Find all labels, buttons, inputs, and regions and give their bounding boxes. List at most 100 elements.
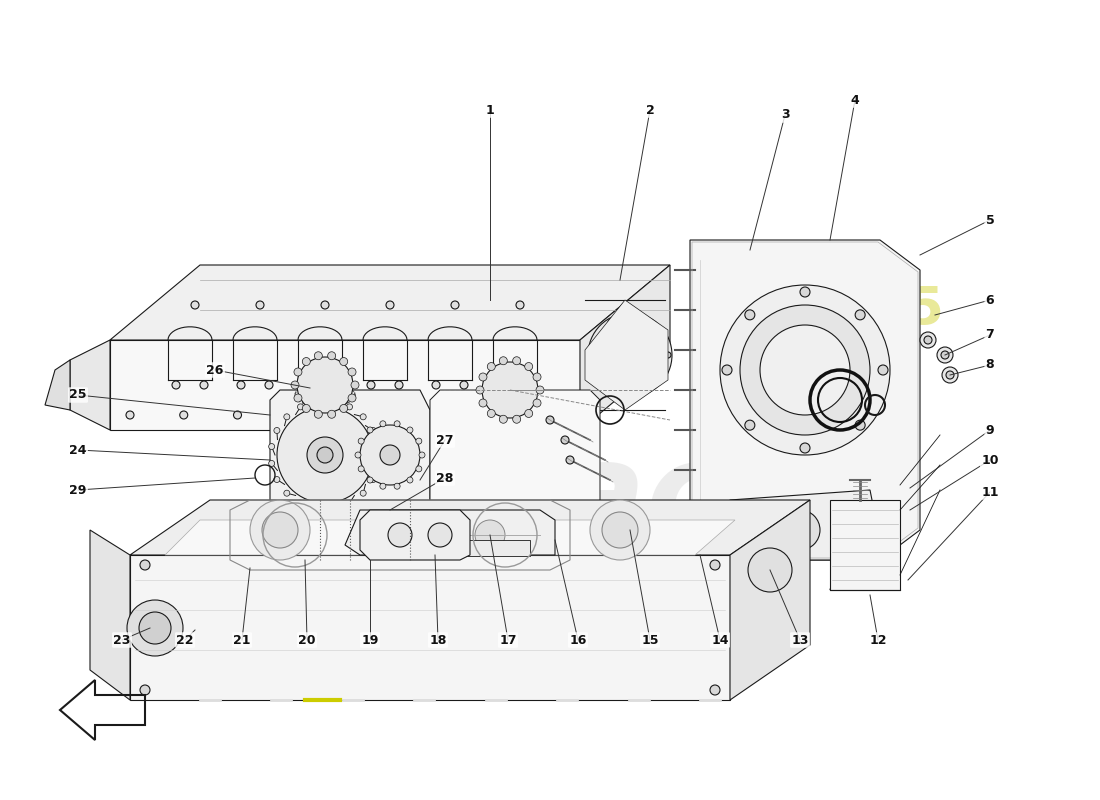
Text: 22: 22 — [176, 634, 194, 646]
Circle shape — [330, 506, 337, 511]
Circle shape — [722, 365, 732, 375]
Circle shape — [274, 427, 279, 434]
Circle shape — [328, 410, 336, 418]
Text: 28: 28 — [437, 471, 453, 485]
Circle shape — [395, 381, 403, 389]
Circle shape — [525, 410, 532, 418]
Polygon shape — [70, 340, 110, 430]
Circle shape — [646, 385, 652, 391]
Circle shape — [386, 301, 394, 309]
Text: 21: 21 — [233, 634, 251, 646]
Circle shape — [394, 483, 400, 489]
Circle shape — [292, 381, 299, 389]
Circle shape — [566, 456, 574, 464]
Circle shape — [475, 520, 505, 550]
Circle shape — [140, 685, 150, 695]
Polygon shape — [110, 265, 670, 340]
Circle shape — [432, 381, 440, 389]
Circle shape — [395, 520, 425, 550]
Circle shape — [937, 347, 953, 363]
Polygon shape — [730, 500, 810, 700]
Polygon shape — [690, 240, 920, 560]
Circle shape — [315, 410, 322, 418]
Text: 1985: 1985 — [796, 284, 944, 336]
Circle shape — [646, 319, 652, 325]
Circle shape — [748, 548, 792, 592]
Text: 8: 8 — [986, 358, 994, 371]
Circle shape — [503, 411, 510, 419]
Circle shape — [367, 477, 373, 483]
Circle shape — [370, 477, 376, 482]
Circle shape — [416, 438, 421, 444]
Text: 4: 4 — [850, 94, 859, 106]
Polygon shape — [270, 390, 430, 510]
Circle shape — [346, 404, 352, 410]
Polygon shape — [430, 390, 600, 510]
Circle shape — [348, 394, 356, 402]
Circle shape — [878, 365, 888, 375]
Circle shape — [341, 411, 349, 419]
Text: 19: 19 — [361, 634, 378, 646]
Circle shape — [302, 381, 310, 389]
Circle shape — [855, 420, 866, 430]
Circle shape — [336, 505, 345, 515]
Text: 1: 1 — [485, 103, 494, 117]
Circle shape — [534, 399, 541, 407]
Text: 12: 12 — [869, 634, 887, 646]
Polygon shape — [364, 560, 376, 573]
Text: 16: 16 — [570, 634, 586, 646]
Circle shape — [367, 381, 375, 389]
Circle shape — [482, 362, 538, 418]
Circle shape — [487, 362, 495, 370]
Circle shape — [428, 523, 452, 547]
Circle shape — [546, 416, 554, 424]
Circle shape — [294, 368, 302, 376]
Text: 27: 27 — [437, 434, 453, 446]
Polygon shape — [334, 560, 346, 573]
Circle shape — [179, 411, 188, 419]
Circle shape — [497, 381, 505, 389]
Circle shape — [602, 512, 638, 548]
Circle shape — [274, 477, 279, 482]
Circle shape — [328, 352, 336, 360]
Circle shape — [375, 443, 382, 450]
Circle shape — [360, 414, 366, 420]
Circle shape — [608, 319, 614, 325]
Circle shape — [536, 386, 544, 394]
Circle shape — [388, 523, 412, 547]
Polygon shape — [710, 490, 880, 560]
Circle shape — [262, 512, 298, 548]
Circle shape — [720, 285, 890, 455]
Text: 9: 9 — [986, 423, 994, 437]
Circle shape — [200, 381, 208, 389]
Circle shape — [513, 415, 520, 423]
Circle shape — [172, 381, 180, 389]
Text: 5: 5 — [986, 214, 994, 226]
Circle shape — [287, 411, 295, 419]
Polygon shape — [585, 300, 668, 410]
Circle shape — [139, 612, 170, 644]
Circle shape — [561, 436, 569, 444]
Circle shape — [268, 461, 275, 466]
Circle shape — [126, 411, 134, 419]
Circle shape — [516, 301, 524, 309]
Polygon shape — [45, 360, 70, 410]
Circle shape — [233, 411, 242, 419]
Circle shape — [600, 325, 660, 385]
Circle shape — [351, 381, 359, 389]
Text: 13: 13 — [791, 634, 808, 646]
Circle shape — [478, 399, 487, 407]
Circle shape — [348, 368, 356, 376]
Circle shape — [499, 357, 507, 365]
Circle shape — [284, 490, 289, 496]
Polygon shape — [110, 340, 580, 430]
Text: 18: 18 — [429, 634, 447, 646]
Circle shape — [476, 386, 484, 394]
Polygon shape — [165, 520, 735, 555]
Circle shape — [855, 310, 866, 320]
Text: 25: 25 — [69, 389, 87, 402]
Circle shape — [760, 325, 850, 415]
Circle shape — [379, 483, 386, 489]
Circle shape — [302, 405, 310, 413]
Circle shape — [460, 381, 467, 389]
